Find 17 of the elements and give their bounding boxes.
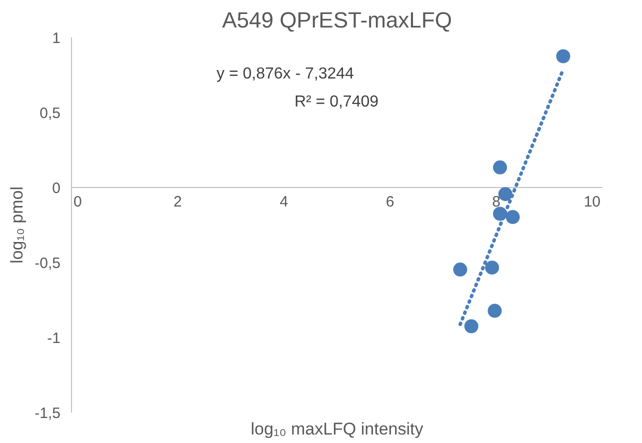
x-tick-label: 2: [174, 194, 182, 210]
y-axis-title: log₁₀ pmol: [8, 186, 26, 264]
y-tick-label: -1,5: [34, 405, 61, 422]
x-tick-label: 8: [492, 194, 500, 210]
annotation: R² = 0,7409: [294, 94, 379, 110]
x-tick-label: 0: [74, 194, 82, 210]
y-tick-label: 0,5: [40, 105, 61, 122]
annotation: y = 0,876x - 7,3244: [216, 66, 354, 82]
y-tick-label: -0,5: [34, 255, 61, 272]
x-axis-title: log₁₀ maxLFQ intensity: [250, 420, 424, 438]
x-tick-label: 4: [280, 194, 288, 210]
chart-title: A549 QPrEST-maxLFQ: [222, 8, 452, 32]
y-tick-label: 1: [52, 30, 60, 47]
x-tick-label: 6: [386, 194, 394, 210]
y-tick-label: 0: [52, 180, 60, 197]
y-tick-label: -1: [47, 330, 61, 347]
x-tick-label: 10: [584, 194, 601, 210]
